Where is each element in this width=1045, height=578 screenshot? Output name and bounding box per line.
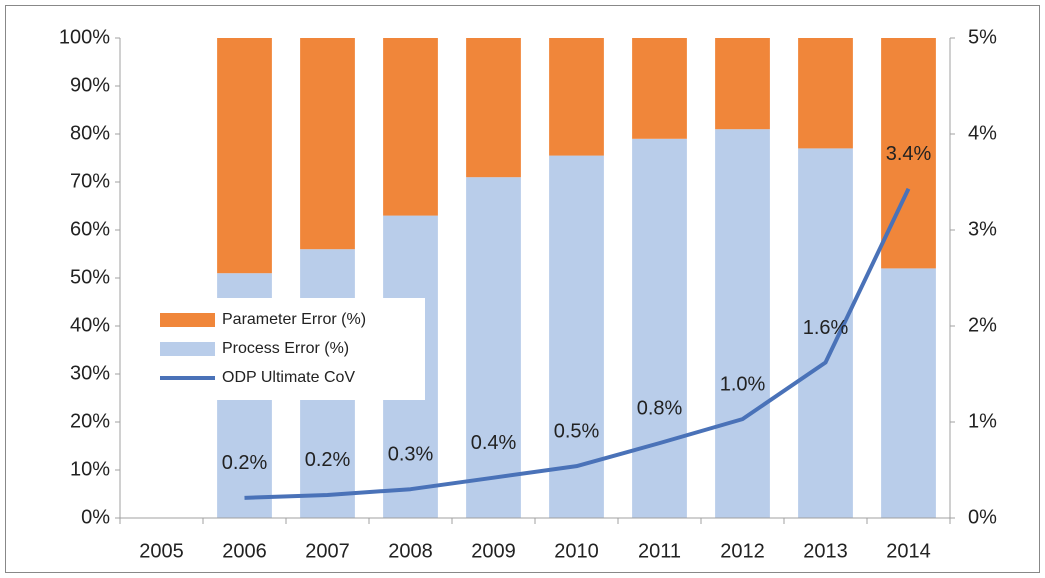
y-tick-label: 50% [70,266,110,288]
line [244,187,911,500]
x-tick-label: 2012 [720,540,765,562]
bar [632,38,687,139]
bar [300,38,355,250]
x-tick-label: 2013 [803,540,848,562]
x-tick-label: 2011 [638,540,681,562]
x-tick-label: 2008 [388,540,433,562]
y2-tick-label: 3% [968,218,997,240]
legend-label: ODP Ultimate CoV [222,369,355,386]
bar [466,38,521,178]
data-label: 3.4% [886,143,932,165]
legend-label: Parameter Error (%) [222,311,366,328]
legend-swatch [160,313,215,327]
y-tick-label: 40% [70,314,110,336]
y-tick-label: 70% [70,170,110,192]
x-tick-label: 2005 [139,540,184,562]
bar [715,38,770,130]
x-tick-label: 2007 [305,540,350,562]
data-label: 1.0% [720,373,766,395]
x-tick-label: 2014 [886,540,931,562]
x-tick-label: 2009 [471,540,516,562]
bar [383,38,438,216]
y-tick-label: 20% [70,410,110,432]
y-tick-label: 60% [70,218,110,240]
bar [217,38,272,274]
data-label: 0.5% [554,420,600,442]
data-label: 1.6% [803,317,849,339]
y2-tick-label: 5% [968,26,997,48]
bar [632,138,687,519]
y-tick-label: 90% [70,74,110,96]
y-tick-label: 30% [70,362,110,384]
y2-tick-label: 2% [968,314,997,336]
bar [715,129,770,518]
y2-tick-label: 0% [968,506,997,528]
legend-label: Process Error (%) [222,340,349,357]
chart-border [5,5,1040,573]
y2-tick-label: 1% [968,410,997,432]
bar [798,38,853,149]
x-tick-label: 2010 [554,540,599,562]
y-tick-label: 100% [59,26,110,48]
data-label: 0.3% [388,443,434,465]
data-label: 0.2% [305,449,351,471]
bar [466,177,521,518]
y-tick-label: 10% [70,458,110,480]
bar [798,148,853,518]
legend-swatch [160,342,215,356]
bar [549,38,604,156]
data-label: 0.4% [471,432,517,454]
bar [881,268,936,518]
y-tick-label: 0% [81,506,110,528]
data-label: 0.8% [637,397,683,419]
bar [549,155,604,518]
y-tick-label: 80% [70,122,110,144]
x-tick-label: 2006 [222,540,267,562]
data-label: 0.2% [222,452,268,474]
y2-tick-label: 4% [968,122,997,144]
